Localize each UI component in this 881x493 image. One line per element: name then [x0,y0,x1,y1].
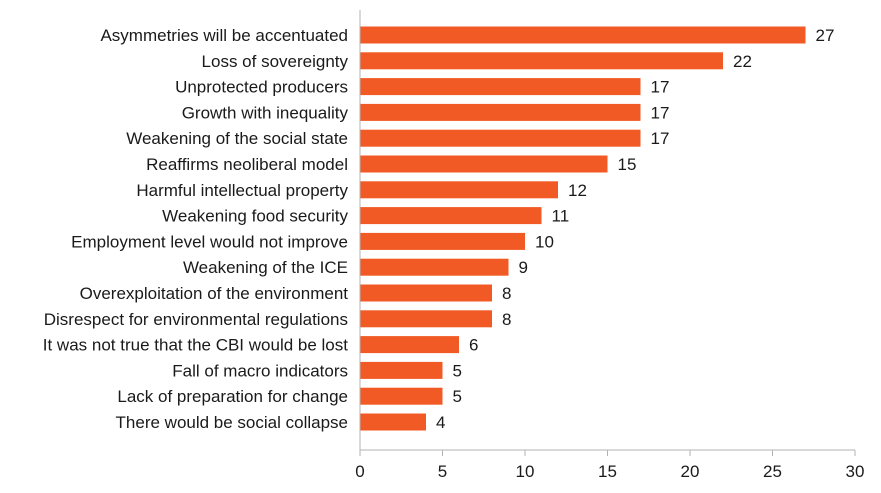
x-tick-label: 5 [438,462,447,481]
bars-group [360,26,806,431]
data-label: 8 [502,310,511,329]
category-label: Growth with inequality [182,103,349,122]
bar [360,232,525,250]
data-label: 5 [453,361,462,380]
bar [360,284,492,302]
data-label: 10 [535,232,554,251]
category-label: Loss of sovereignty [202,52,349,71]
x-tick-label: 20 [681,462,700,481]
category-label: Lack of preparation for change [117,387,348,406]
category-label: Disrespect for environmental regulations [44,310,348,329]
data-label: 6 [469,336,478,355]
bar [360,361,443,379]
data-label: 22 [733,52,752,71]
bar [360,103,641,121]
data-label: 27 [816,26,835,45]
bar [360,26,806,44]
category-label: It was not true that the CBI would be lo… [43,336,348,355]
category-label: Overexploitation of the environment [80,284,349,303]
x-tick-label: 0 [355,462,364,481]
category-label: Reaffirms neoliberal model [146,155,348,174]
data-label: 9 [519,258,528,277]
category-label: Weakening food security [162,207,348,226]
category-labels: Asymmetries will be accentuated Loss of s… [43,26,349,432]
bar [360,310,492,328]
x-tick-label: 30 [846,462,865,481]
category-label: Asymmetries will be accentuated [100,26,348,45]
data-label: 4 [436,413,445,432]
bar [360,413,426,431]
category-label: Weakening of the ICE [183,258,348,277]
bar [360,336,459,354]
bar [360,181,558,199]
bar [360,207,542,225]
data-label: 5 [453,387,462,406]
x-tick-label: 15 [598,462,617,481]
category-label: Fall of macro indicators [172,361,348,380]
category-label: Harmful intellectual property [136,181,348,200]
bar [360,52,723,70]
category-label: Unprotected producers [175,78,348,97]
bar [360,258,509,276]
x-axis-ticks: 0 5 10 15 20 25 30 [355,450,864,481]
x-tick-label: 25 [763,462,782,481]
data-label: 15 [618,155,637,174]
data-label: 17 [651,103,670,122]
bar [360,78,641,96]
bar [360,155,608,173]
data-label: 11 [552,207,570,226]
data-label: 17 [651,129,670,148]
category-label: Employment level would not improve [71,232,348,251]
bar [360,387,443,405]
data-label: 8 [502,284,511,303]
x-tick-label: 10 [516,462,535,481]
category-label: Weakening of the social state [126,129,348,148]
bar [360,129,641,147]
category-label: There would be social collapse [116,413,348,432]
data-label: 17 [651,78,670,97]
data-label: 12 [568,181,587,200]
